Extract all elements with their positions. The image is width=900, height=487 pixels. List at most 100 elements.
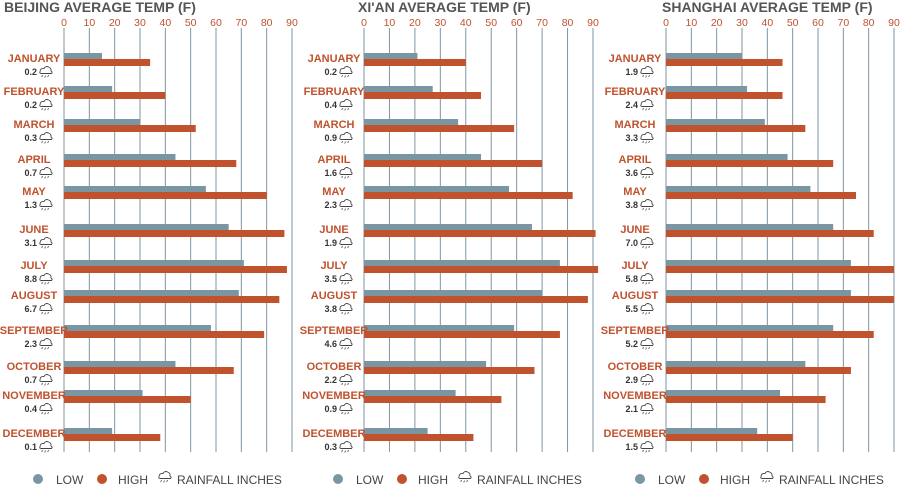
month-label: AUGUST [11,290,58,302]
legend-high-label: HIGH [118,473,148,487]
bar-low [364,119,459,126]
month-label: MAY [623,186,647,198]
month-label: NOVEMBER [603,390,667,402]
bar-low [64,186,206,193]
bar-high [364,230,596,237]
bar-high [364,434,474,441]
legend-high-swatch [397,474,407,484]
rain-cloud-icon [640,132,654,144]
rain-cloud-icon [640,374,654,386]
tick-label: 40 [460,17,472,29]
rain-cloud-icon [39,99,53,111]
legend-rain-cloud-icon [158,471,172,483]
legend-rain-cloud-icon [760,471,774,483]
month-label: DECEMBER [604,428,667,440]
bar-low [64,53,102,60]
rainfall-value: 3.5 [324,274,337,284]
tick-label: 80 [863,17,875,29]
tick-label: 60 [812,17,824,29]
rain-cloud-icon [640,403,654,415]
bar-low [666,86,748,93]
legend: LOW HIGH RAINFALL INCHES [33,471,282,487]
tick-label: 50 [185,17,197,29]
bar-low [364,290,543,297]
bar-high [64,396,191,403]
bar-high [364,396,502,403]
rain-cloud-icon [39,338,53,350]
rainfall-value: 1.5 [625,442,638,452]
month-label: MARCH [314,119,355,131]
rain-cloud-icon [39,303,53,315]
rainfall-value: 2.9 [625,375,638,385]
tick-label: 10 [685,17,697,29]
legend-low-label: LOW [56,473,84,487]
bar-low [64,361,176,368]
month-label: JULY [20,260,48,272]
tick-label: 0 [361,17,367,29]
rainfall-value: 1.6 [324,168,337,178]
bar-high [64,92,166,99]
month-label: JULY [320,260,348,272]
month-label: DECEMBER [303,428,366,440]
legend-rainfall-label: RAINFALL INCHES [177,473,282,487]
bar-low [666,154,788,161]
rainfall-value: 5.5 [625,304,638,314]
legend-rainfall-label: RAINFALL INCHES [477,473,582,487]
month-label: SEPTEMBER [601,325,670,337]
bar-high [666,396,826,403]
tick-label: 40 [159,17,171,29]
month-label: JUNE [319,224,348,236]
legend-low-swatch [635,474,645,484]
bar-high [364,59,466,66]
month-label: JUNE [19,224,48,236]
rain-cloud-icon [39,66,53,78]
bar-low [666,186,811,193]
rainfall-value: 1.3 [24,200,37,210]
rain-cloud-icon [39,199,53,211]
bar-low [364,325,515,332]
rainfall-value: 2.2 [324,375,337,385]
rain-cloud-icon [339,99,353,111]
legend-high-swatch [97,474,107,484]
rainfall-value: 3.8 [324,304,337,314]
bar-high [364,266,599,273]
rain-cloud-icon [339,237,353,249]
legend-low-swatch [33,474,43,484]
rain-cloud-icon [339,132,353,144]
tick-label: 20 [109,17,121,29]
bar-high [666,125,806,132]
bar-low [666,428,758,435]
bar-high [666,434,793,441]
rain-cloud-icon [39,237,53,249]
rainfall-value: 0.3 [324,442,337,452]
bar-high [64,367,234,374]
bar-low [64,325,211,332]
bar-low [64,119,140,126]
tick-label: 60 [210,17,222,29]
tick-label: 40 [761,17,773,29]
bar-high [364,125,515,132]
legend-low-label: LOW [356,473,384,487]
bar-high [364,367,535,374]
bar-low [666,361,806,368]
rainfall-value: 2.1 [625,404,638,414]
month-label: JANUARY [308,53,361,65]
bar-low [666,290,851,297]
rainfall-value: 6.7 [24,304,37,314]
bar-high [364,192,573,199]
rainfall-value: 2.3 [324,200,337,210]
tick-label: 30 [736,17,748,29]
month-label: JULY [621,260,649,272]
rainfall-value: 3.8 [625,200,638,210]
tick-label: 0 [61,17,67,29]
rain-cloud-icon [39,167,53,179]
month-label: APRIL [18,154,51,166]
tick-label: 90 [888,17,900,29]
tick-label: 70 [837,17,849,29]
bar-high [666,296,894,303]
chart-panel-2: SHANGHAI AVERAGE TEMP (F) 0 10 20 30 40 50 60 70… [601,0,900,453]
bar-low [64,390,143,397]
month-label: JANUARY [8,53,61,65]
rainfall-value: 1.9 [625,67,638,77]
bar-low [364,154,482,161]
